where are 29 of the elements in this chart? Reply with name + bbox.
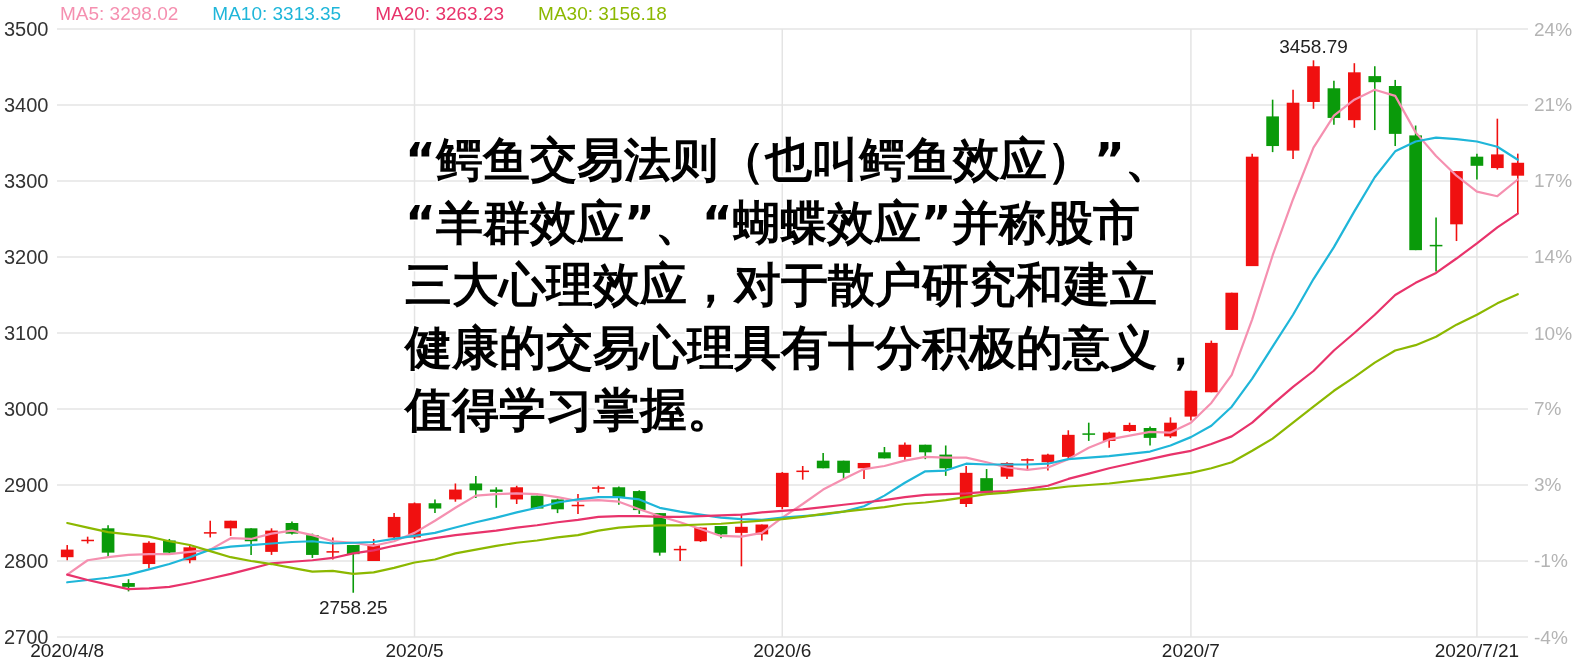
legend: MA5: 3298.02 MA10: 3313.35 MA20: 3263.23 MA30: 3156.18 (60, 3, 667, 24)
y-tick-label: 2800 (4, 550, 49, 572)
annotation: 三大心理效应，对于散户研究和建立 (405, 257, 1157, 312)
x-tick-label: 2020/7 (1161, 640, 1220, 661)
annotation: “羊群效应”、“蝴蝶效应”并称股市 (405, 194, 1140, 250)
y2-tick-label: 17% (1534, 170, 1573, 192)
y2-tick-label: 14% (1534, 246, 1573, 268)
x-tick-label: 2020/5 (385, 640, 444, 661)
annotation: 2758.25 (318, 596, 388, 618)
y-tick-label: 3100 (4, 322, 49, 344)
annotation: 健康的交易心理具有十分积极的意义， (403, 319, 1204, 375)
x-tick-label: 2020/7/21 (1434, 640, 1520, 661)
y2-tick-label: -1% (1534, 550, 1568, 572)
y-tick-label: 3200 (4, 246, 49, 268)
y2-tick-label: 7% (1534, 398, 1562, 420)
y-tick-label: 2900 (4, 474, 49, 496)
annotation: “鳄鱼交易法则（也叫鳄鱼效应）”、 (405, 132, 1172, 187)
y2-tick-label: 3% (1534, 474, 1562, 496)
y-tick-label: 3300 (4, 170, 49, 192)
y-tick-label: 3400 (4, 94, 49, 116)
y-tick-label: 3000 (4, 398, 49, 420)
annotation: 值得学习掌握。 (403, 382, 734, 437)
y2-tick-label: 24% (1534, 18, 1573, 40)
y2-tick-label: 10% (1534, 322, 1573, 344)
y-tick-label: 3500 (4, 18, 49, 40)
x-tick-label: 2020/6 (753, 640, 812, 661)
y2-tick-label: 21% (1534, 94, 1573, 116)
annotation: 3458.79 (1279, 36, 1348, 58)
y2-tick-label: -4% (1534, 626, 1568, 648)
